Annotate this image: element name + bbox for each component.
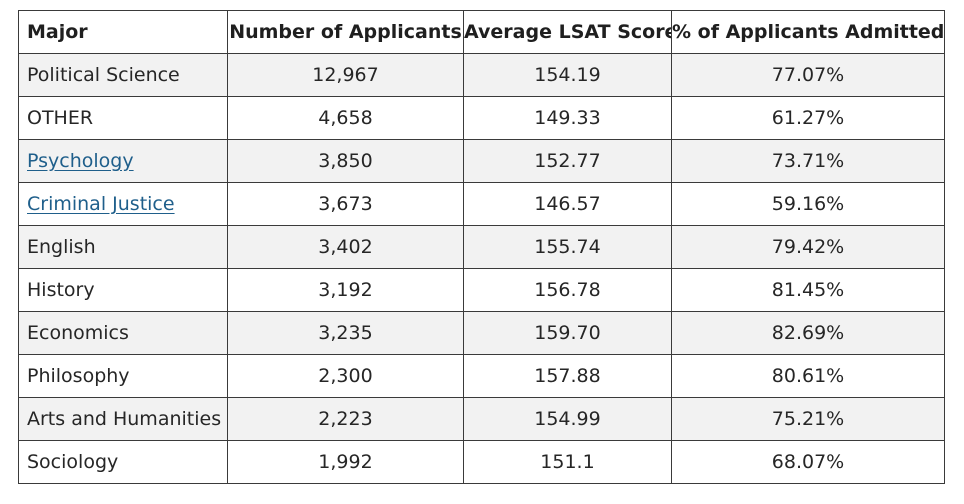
table-row: History 3,192 156.78 81.45% [18, 268, 945, 312]
cell-percent-admitted: 77.07% [671, 53, 945, 97]
cell-average-lsat-score: 149.33 [463, 96, 672, 140]
cell-average-lsat-score: 146.57 [463, 182, 672, 226]
cell-number-of-applicants: 1,992 [227, 440, 464, 484]
cell-major: Economics [18, 311, 228, 355]
cell-major: Political Science [18, 53, 228, 97]
header-percent-admitted: % of Applicants Admitted [671, 10, 945, 54]
table-row: Philosophy 2,300 157.88 80.61% [18, 354, 945, 398]
cell-average-lsat-score: 154.99 [463, 397, 672, 441]
header-major: Major [18, 10, 228, 54]
table-row: Economics 3,235 159.70 82.69% [18, 311, 945, 355]
cell-major: Psychology [18, 139, 228, 183]
table-row: OTHER 4,658 149.33 61.27% [18, 96, 945, 140]
table-header-row: Major Number of Applicants Average LSAT … [18, 10, 945, 54]
table-body: Political Science 12,967 154.19 77.07% OTHER… [18, 53, 945, 484]
cell-average-lsat-score: 151.1 [463, 440, 672, 484]
cell-number-of-applicants: 12,967 [227, 53, 464, 97]
cell-number-of-applicants: 3,402 [227, 225, 464, 269]
cell-percent-admitted: 59.16% [671, 182, 945, 226]
cell-major: Criminal Justice [18, 182, 228, 226]
table-row: Criminal Justice 3,673 146.57 59.16% [18, 182, 945, 226]
cell-major: Arts and Humanities [18, 397, 228, 441]
cell-number-of-applicants: 3,850 [227, 139, 464, 183]
cell-number-of-applicants: 4,658 [227, 96, 464, 140]
cell-percent-admitted: 81.45% [671, 268, 945, 312]
cell-number-of-applicants: 3,192 [227, 268, 464, 312]
cell-average-lsat-score: 156.78 [463, 268, 672, 312]
lsat-by-major-table: Major Number of Applicants Average LSAT … [18, 10, 945, 484]
cell-major: OTHER [18, 96, 228, 140]
cell-percent-admitted: 80.61% [671, 354, 945, 398]
cell-major: Sociology [18, 440, 228, 484]
header-number-of-applicants: Number of Applicants [227, 10, 464, 54]
cell-average-lsat-score: 154.19 [463, 53, 672, 97]
cell-major: English [18, 225, 228, 269]
cell-average-lsat-score: 159.70 [463, 311, 672, 355]
table-row: Sociology 1,992 151.1 68.07% [18, 440, 945, 484]
major-link[interactable]: Criminal Justice [27, 193, 175, 215]
cell-average-lsat-score: 152.77 [463, 139, 672, 183]
table-row: Arts and Humanities 2,223 154.99 75.21% [18, 397, 945, 441]
cell-percent-admitted: 75.21% [671, 397, 945, 441]
major-link[interactable]: Psychology [27, 150, 134, 172]
cell-number-of-applicants: 3,235 [227, 311, 464, 355]
cell-percent-admitted: 61.27% [671, 96, 945, 140]
lsat-table-container: Major Number of Applicants Average LSAT … [18, 10, 945, 484]
cell-major: History [18, 268, 228, 312]
header-average-lsat-score: Average LSAT Score [463, 10, 672, 54]
cell-percent-admitted: 73.71% [671, 139, 945, 183]
cell-major: Philosophy [18, 354, 228, 398]
cell-percent-admitted: 82.69% [671, 311, 945, 355]
cell-average-lsat-score: 155.74 [463, 225, 672, 269]
table-row: Psychology 3,850 152.77 73.71% [18, 139, 945, 183]
cell-number-of-applicants: 2,223 [227, 397, 464, 441]
cell-number-of-applicants: 3,673 [227, 182, 464, 226]
table-row: Political Science 12,967 154.19 77.07% [18, 53, 945, 97]
cell-number-of-applicants: 2,300 [227, 354, 464, 398]
table-row: English 3,402 155.74 79.42% [18, 225, 945, 269]
cell-percent-admitted: 68.07% [671, 440, 945, 484]
cell-percent-admitted: 79.42% [671, 225, 945, 269]
cell-average-lsat-score: 157.88 [463, 354, 672, 398]
